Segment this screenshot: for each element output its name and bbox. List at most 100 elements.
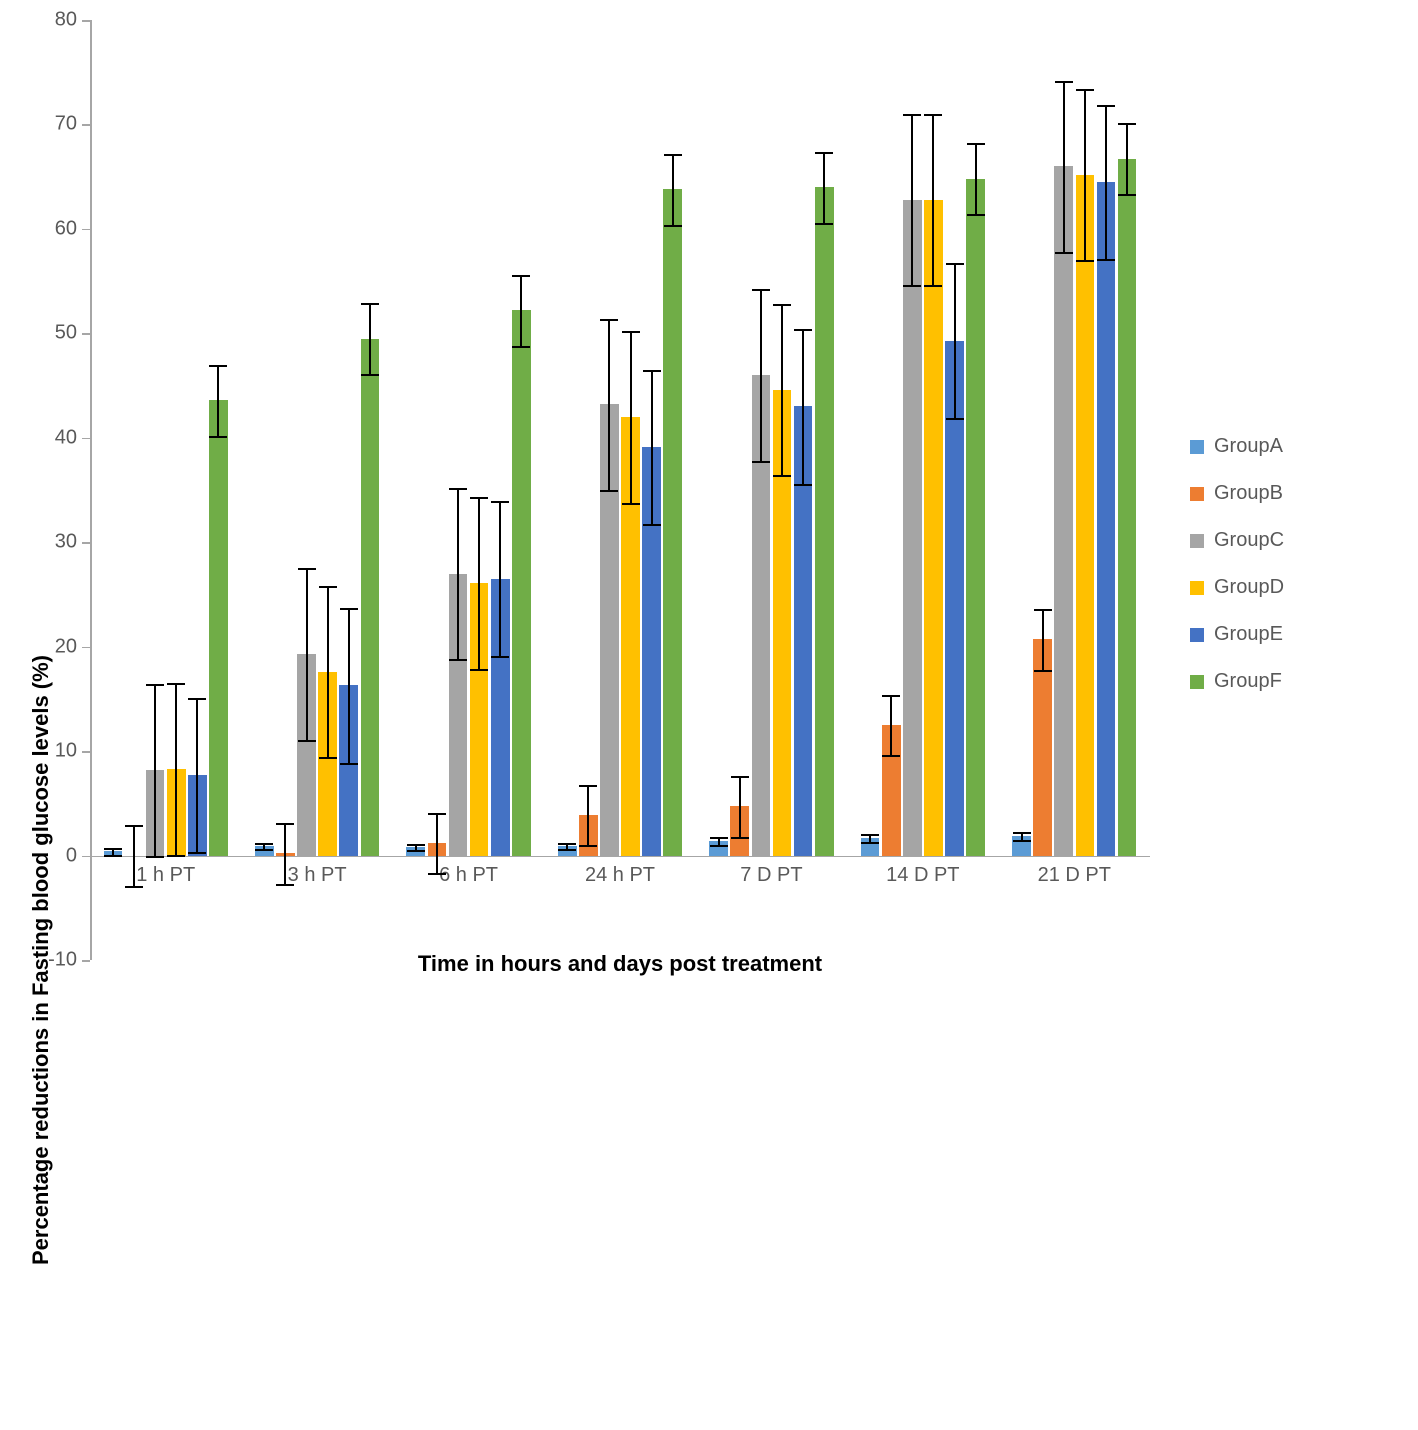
error-cap [1118,123,1136,125]
error-cap [255,849,273,851]
error-bar [327,586,329,757]
error-cap [188,698,206,700]
error-cap [361,303,379,305]
x-category-label: 3 h PT [288,864,347,887]
legend-swatch [1190,581,1204,595]
error-bar [133,825,135,886]
error-cap [491,501,509,503]
error-cap [319,757,337,759]
error-cap [773,475,791,477]
error-cap [298,740,316,742]
error-bar [1105,105,1107,260]
error-cap [1076,89,1094,91]
error-bar [630,331,632,502]
error-cap [428,813,446,815]
error-bar [890,695,892,756]
error-bar [802,329,804,484]
error-cap [622,503,640,505]
error-bar [217,365,219,436]
error-cap [298,568,316,570]
error-cap [815,223,833,225]
x-category-label: 7 D PT [740,864,802,887]
y-tick-label: -10 [35,949,77,972]
error-bar [651,370,653,525]
error-cap [1097,105,1115,107]
legend-item: GroupB [1190,482,1284,505]
error-cap [209,436,227,438]
x-category-label: 21 D PT [1038,864,1111,887]
y-tick-label: 60 [35,217,77,240]
error-bar [760,289,762,460]
chart-container: Percentage reductions in Fasting blood g… [0,0,1418,1106]
error-cap [167,855,185,857]
error-bar [520,275,522,346]
error-cap [664,225,682,227]
legend-swatch [1190,487,1204,501]
y-tick-label: 50 [35,322,77,345]
legend-label: GroupF [1214,670,1282,693]
error-cap [146,856,164,858]
error-cap [407,850,425,852]
error-cap [622,331,640,333]
y-tick [82,438,90,440]
error-cap [209,365,227,367]
error-cap [470,497,488,499]
bar [1097,182,1116,856]
error-bar [608,319,610,490]
x-category-label: 6 h PT [439,864,498,887]
y-tick [82,960,90,962]
bar [1076,175,1095,856]
bar [512,310,531,855]
error-bar [478,497,480,668]
legend-label: GroupB [1214,482,1283,505]
error-cap [643,370,661,372]
y-tick [82,647,90,649]
bar [1118,159,1137,856]
error-cap [470,669,488,671]
error-bar [284,823,286,884]
legend-label: GroupA [1214,435,1283,458]
legend-label: GroupE [1214,623,1283,646]
error-bar [739,776,741,837]
error-cap [643,524,661,526]
error-cap [861,842,879,844]
legend-item: GroupA [1190,435,1284,458]
error-bar [1042,609,1044,670]
error-cap [967,143,985,145]
x-category-label: 24 h PT [585,864,655,887]
error-cap [773,304,791,306]
error-cap [428,873,446,875]
error-cap [276,884,294,886]
y-tick [82,20,90,22]
error-cap [861,834,879,836]
error-cap [600,490,618,492]
error-cap [903,114,921,116]
error-cap [1076,260,1094,262]
y-tick-label: 40 [35,426,77,449]
error-cap [924,285,942,287]
legend-item: GroupC [1190,529,1284,552]
y-tick [82,333,90,335]
y-axis-line [90,20,92,960]
error-cap [340,608,358,610]
legend-item: GroupE [1190,623,1284,646]
error-cap [1118,194,1136,196]
y-tick [82,229,90,231]
error-cap [946,263,964,265]
error-cap [752,461,770,463]
error-cap [407,844,425,846]
legend-item: GroupF [1190,670,1284,693]
error-cap [664,154,682,156]
y-tick-label: 30 [35,531,77,554]
y-tick-label: 10 [35,740,77,763]
error-cap [710,845,728,847]
error-cap [1013,840,1031,842]
error-cap [815,152,833,154]
x-category-label: 1 h PT [136,864,195,887]
legend-swatch [1190,675,1204,689]
error-cap [319,586,337,588]
error-cap [600,319,618,321]
error-cap [512,346,530,348]
error-bar [975,143,977,214]
y-tick [82,751,90,753]
